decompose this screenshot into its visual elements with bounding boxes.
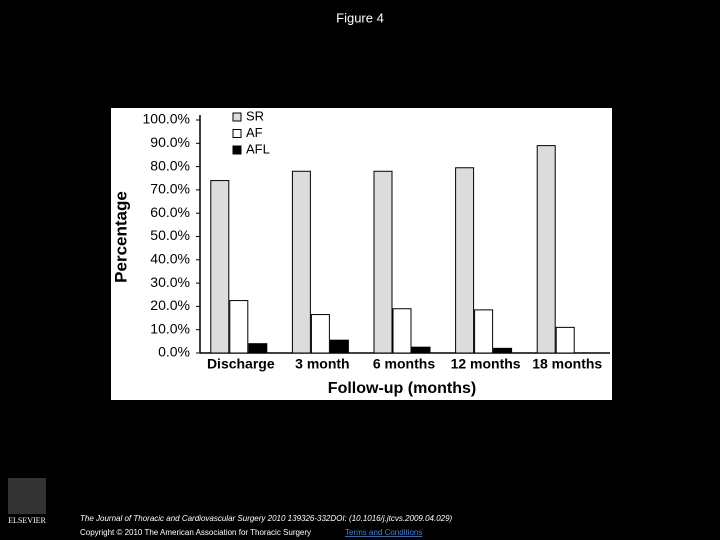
- bar: [329, 339, 349, 354]
- y-tick-label: 0.0%: [158, 344, 190, 360]
- y-tick-label: 20.0%: [150, 297, 190, 313]
- publisher-name: ELSEVIER: [8, 516, 46, 525]
- y-tick-label: 10.0%: [150, 320, 190, 336]
- y-tick-label: 40.0%: [150, 251, 190, 267]
- bar: [310, 314, 330, 354]
- y-tick-label: 90.0%: [150, 134, 190, 150]
- x-tick-label: 3 month: [295, 356, 349, 372]
- bar: [493, 347, 513, 354]
- x-tick-label: 12 months: [451, 356, 521, 372]
- bar: [536, 145, 556, 354]
- y-tick-label: 50.0%: [150, 227, 190, 243]
- y-tick-label: 30.0%: [150, 274, 190, 290]
- citation: The Journal of Thoracic and Cardiovascul…: [80, 514, 453, 523]
- slide-title: Figure 4: [336, 10, 384, 25]
- y-tick-label: 60.0%: [150, 204, 190, 220]
- x-tick-label: 6 months: [373, 356, 435, 372]
- legend-swatch: [232, 129, 242, 138]
- bar: [210, 180, 230, 354]
- bar: [474, 309, 494, 354]
- terms-link[interactable]: Terms and Conditions: [345, 528, 422, 537]
- y-tick-label: 100.0%: [143, 111, 190, 127]
- x-tick-label: Discharge: [207, 356, 275, 372]
- bar: [229, 300, 249, 354]
- bar: [411, 346, 431, 354]
- x-tick-label: 18 months: [532, 356, 602, 372]
- legend-label: AF: [246, 125, 263, 140]
- bar: [455, 167, 475, 354]
- bar: [291, 170, 311, 354]
- y-axis-label: Percentage: [111, 191, 130, 283]
- bar: [373, 170, 393, 354]
- bar: [555, 326, 575, 354]
- copyright: Copyright © 2010 The American Associatio…: [80, 528, 311, 537]
- chart-panel: [111, 108, 612, 400]
- y-tick-label: 80.0%: [150, 157, 190, 173]
- bar: [392, 308, 412, 354]
- publisher-logo: ELSEVIER: [8, 478, 47, 525]
- bar: [248, 343, 268, 354]
- y-tick-label: 70.0%: [150, 181, 190, 197]
- legend-label: AFL: [246, 141, 270, 156]
- legend-label: SR: [246, 108, 264, 123]
- x-axis-label: Follow-up (months): [328, 380, 476, 397]
- legend-swatch: [232, 145, 242, 155]
- legend-swatch: [232, 112, 242, 122]
